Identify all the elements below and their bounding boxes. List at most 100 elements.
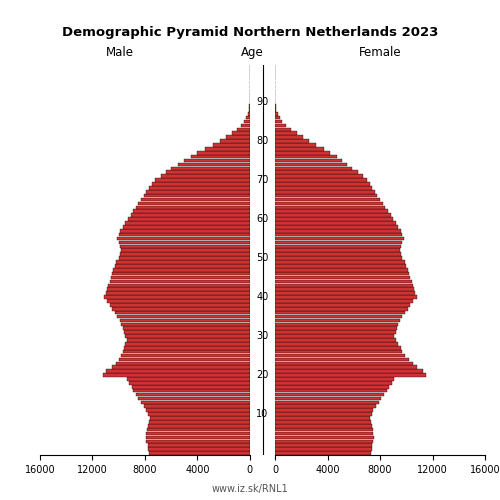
Bar [104,296,250,299]
Bar [275,326,397,330]
Text: Demographic Pyramid Northern Netherlands 2023: Demographic Pyramid Northern Netherlands… [62,26,438,39]
Bar [275,120,282,124]
Bar [138,202,250,205]
Bar [275,140,309,143]
Bar [275,362,413,365]
Bar [275,381,392,384]
Bar [275,334,394,338]
Bar [275,237,404,240]
Text: 40: 40 [256,292,268,302]
Bar [146,432,250,436]
Text: 20: 20 [256,370,268,380]
Bar [275,186,372,190]
Bar [184,159,250,162]
Bar [275,299,413,302]
Bar [136,393,250,396]
Bar [126,334,250,338]
Text: 60: 60 [256,214,268,224]
Bar [275,420,371,424]
Bar [275,151,330,154]
Bar [275,124,286,127]
Bar [149,186,250,190]
Bar [275,292,416,295]
Bar [111,276,250,280]
Bar [275,416,370,420]
Bar [275,225,398,228]
Bar [114,268,250,272]
Bar [275,252,401,256]
Bar [275,374,426,377]
Bar [275,182,370,186]
Bar [132,385,250,388]
Bar [122,350,250,354]
Bar [118,256,250,260]
Bar [275,218,393,221]
Bar [107,288,250,291]
Bar [275,404,376,408]
Bar [275,128,291,131]
Bar [275,296,417,299]
Bar [240,124,250,127]
Bar [244,120,250,124]
Bar [275,244,401,248]
Bar [275,170,357,174]
Bar [275,307,407,310]
Bar [275,159,342,162]
Bar [275,233,402,236]
Bar [232,132,250,135]
Bar [246,116,250,119]
Bar [149,420,250,424]
Bar [110,280,250,283]
Bar [275,342,398,345]
Bar [275,162,347,166]
Bar [275,194,378,198]
Bar [103,374,250,377]
Bar [275,104,276,108]
Bar [122,225,250,228]
Bar [275,288,414,291]
Bar [146,440,250,443]
Bar [124,330,250,334]
Bar [141,198,250,202]
Bar [275,166,352,170]
Bar [126,377,250,380]
Bar [275,260,405,264]
Bar [150,416,250,420]
Bar [275,132,297,135]
Bar [275,136,302,139]
Bar [108,284,250,287]
Text: Male: Male [106,46,134,59]
Bar [275,444,372,447]
Bar [275,272,409,276]
Bar [275,350,402,354]
Bar [178,162,250,166]
Bar [275,354,405,358]
Bar [275,389,386,392]
Bar [107,299,250,302]
Bar [275,155,337,158]
Bar [148,444,250,447]
Bar [120,244,250,248]
Bar [147,428,250,432]
Bar [275,396,382,400]
Bar [275,338,396,342]
Text: 90: 90 [256,97,268,107]
Bar [118,240,250,244]
Bar [275,303,410,306]
Bar [275,202,382,205]
Bar [275,432,374,436]
Text: 80: 80 [256,136,268,146]
Bar [198,151,250,154]
Bar [128,218,250,221]
Bar [152,182,250,186]
Bar [120,252,250,256]
Bar [118,233,250,236]
Bar [118,237,250,240]
Bar [171,166,250,170]
Bar [129,381,250,384]
Bar [275,268,407,272]
Bar [126,338,250,342]
Bar [116,362,250,365]
Bar [275,315,402,318]
Bar [213,143,250,146]
